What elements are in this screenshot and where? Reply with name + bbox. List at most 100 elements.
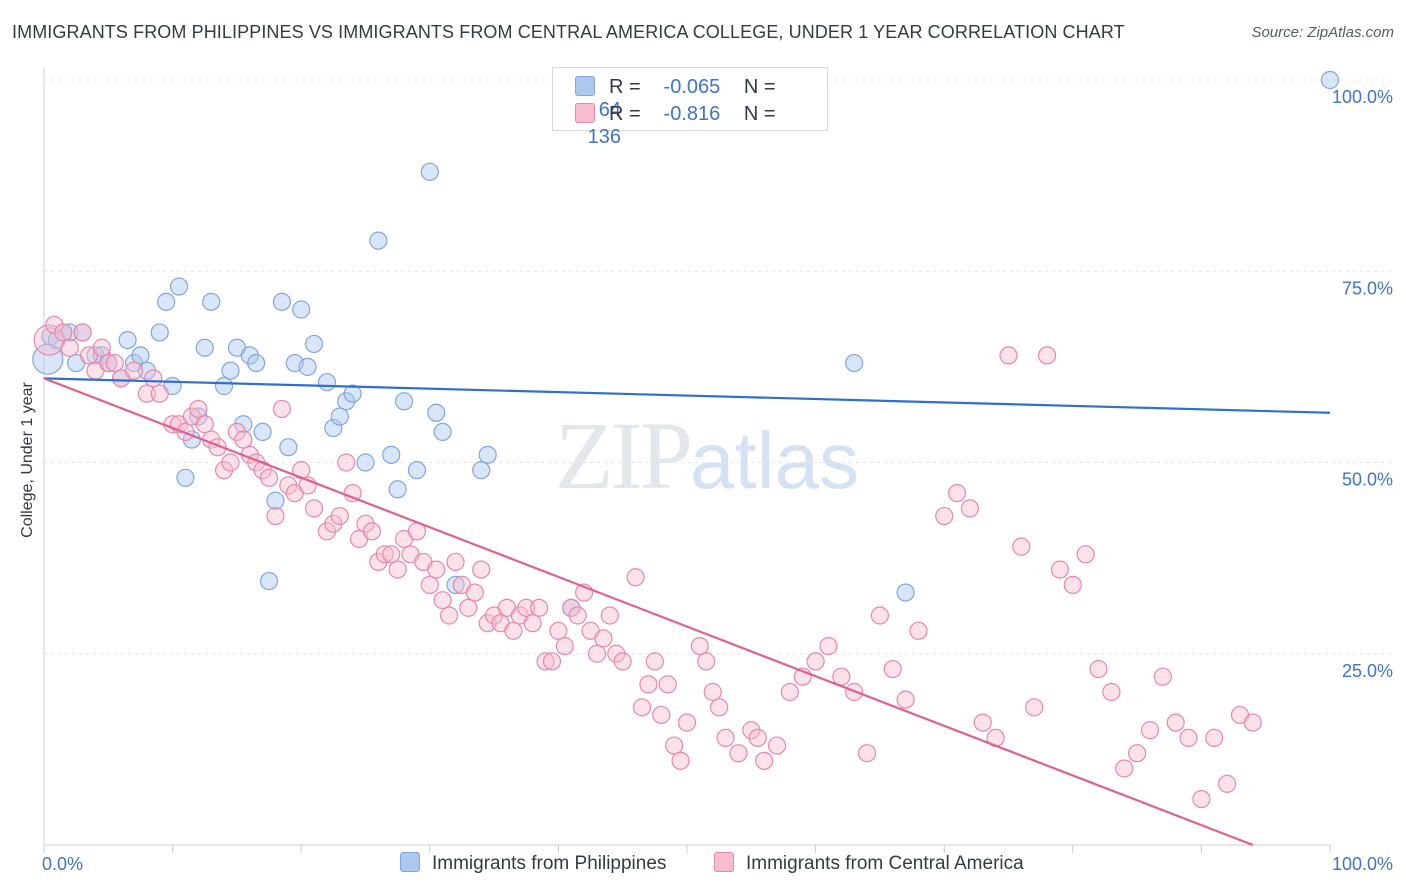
point-central-america: [1192, 789, 1211, 809]
point-philippines: [292, 300, 311, 319]
point-central-america: [1025, 698, 1044, 717]
point-central-america: [427, 560, 446, 579]
point-central-america: [304, 499, 324, 518]
point-philippines: [247, 353, 266, 373]
point-central-america: [1037, 346, 1057, 365]
x-tick-label: 0.0%: [42, 854, 83, 874]
point-philippines: [259, 571, 279, 591]
point-philippines: [157, 292, 176, 311]
point-philippines: [60, 323, 79, 342]
point-central-america: [266, 506, 285, 526]
point-central-america: [517, 598, 536, 617]
point-central-america: [690, 636, 709, 656]
point-central-america: [1243, 713, 1262, 732]
point-philippines: [150, 323, 169, 342]
point-central-america: [144, 369, 163, 388]
stats-swatch-central-america: [575, 103, 595, 123]
point-central-america: [1153, 667, 1172, 686]
legend-item-philippines[interactable]: Immigrants from Philippines: [400, 852, 666, 875]
point-central-america: [446, 552, 465, 572]
point-central-america: [632, 698, 652, 717]
point-philippines: [253, 422, 272, 441]
point-central-america: [626, 568, 645, 587]
point-central-america: [60, 338, 79, 357]
point-central-america: [189, 399, 208, 419]
point-central-america: [665, 736, 684, 755]
legend-item-central-america[interactable]: Immigrants from Central America: [714, 852, 1024, 875]
point-philippines: [272, 292, 292, 311]
point-central-america: [594, 629, 613, 648]
point-philippines: [478, 445, 497, 464]
point-central-america: [536, 652, 555, 671]
point-central-america: [710, 698, 729, 717]
point-philippines: [446, 575, 465, 595]
point-central-america: [568, 606, 587, 625]
point-philippines: [356, 453, 375, 472]
point-central-america: [767, 736, 787, 755]
point-philippines: [279, 438, 298, 457]
point-philippines: [195, 338, 214, 357]
point-central-america: [439, 606, 459, 625]
point-central-america: [1140, 721, 1160, 740]
stats-r-label: R =: [609, 103, 641, 125]
point-philippines: [221, 361, 240, 380]
point-central-america: [1218, 774, 1237, 793]
point-central-america: [420, 575, 439, 595]
point-philippines: [388, 480, 407, 499]
point-central-america: [337, 453, 356, 472]
stats-box: R = -0.065 N = 64 R = -0.816 N = 136: [552, 67, 828, 148]
point-central-america: [523, 614, 542, 633]
point-central-america: [973, 713, 992, 732]
point-central-america: [555, 636, 574, 656]
point-central-america: [909, 621, 928, 640]
point-central-america: [1179, 728, 1198, 748]
y-tick-label: 100.0%: [1332, 87, 1393, 107]
point-philippines: [427, 403, 446, 422]
y-tick-label: 75.0%: [1342, 278, 1393, 298]
point-philippines: [317, 373, 337, 392]
point-central-america: [259, 468, 279, 487]
point-philippines: [214, 376, 234, 396]
point-philippines: [298, 357, 317, 376]
point-central-america: [92, 338, 111, 357]
point-philippines: [330, 407, 349, 426]
y-tick-label: 50.0%: [1342, 470, 1393, 490]
point-central-america: [1089, 659, 1108, 679]
point-philippines: [472, 461, 491, 480]
stats-n-label: N =: [743, 103, 776, 125]
point-central-america: [105, 353, 124, 373]
point-central-america: [755, 751, 774, 770]
point-central-america: [697, 652, 716, 671]
point-central-america: [645, 652, 664, 671]
stats-n-value: 136: [587, 126, 621, 148]
point-central-america: [433, 591, 452, 610]
watermark-atlas: atlas: [690, 416, 859, 505]
point-central-america: [652, 705, 671, 725]
chart-source: Source: ZipAtlas.com: [1251, 24, 1394, 41]
point-central-america: [73, 323, 92, 342]
point-central-america: [832, 667, 851, 686]
point-central-america: [375, 545, 394, 564]
point-central-america: [806, 652, 825, 671]
point-central-america: [124, 361, 144, 380]
point-central-america: [1050, 560, 1070, 579]
point-central-america: [947, 484, 967, 503]
point-central-america: [729, 744, 748, 763]
point-central-america: [272, 399, 292, 419]
point-central-america: [137, 384, 156, 403]
trendline-philippines: [43, 377, 1331, 414]
point-central-america: [639, 675, 658, 694]
point-central-america: [1012, 537, 1031, 556]
watermark: ZIPatlas: [555, 400, 859, 511]
stats-r-value: -0.816: [663, 103, 721, 125]
point-central-america: [587, 644, 607, 663]
point-central-america: [459, 598, 478, 617]
point-central-america: [472, 560, 491, 579]
point-philippines: [845, 353, 864, 373]
point-central-america: [504, 621, 523, 640]
point-philippines: [169, 277, 189, 296]
point-central-america: [388, 560, 407, 579]
point-central-america: [1063, 575, 1082, 595]
point-central-america: [870, 606, 890, 625]
